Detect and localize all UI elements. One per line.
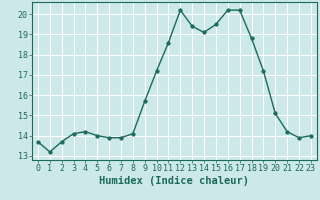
X-axis label: Humidex (Indice chaleur): Humidex (Indice chaleur) bbox=[100, 176, 249, 186]
